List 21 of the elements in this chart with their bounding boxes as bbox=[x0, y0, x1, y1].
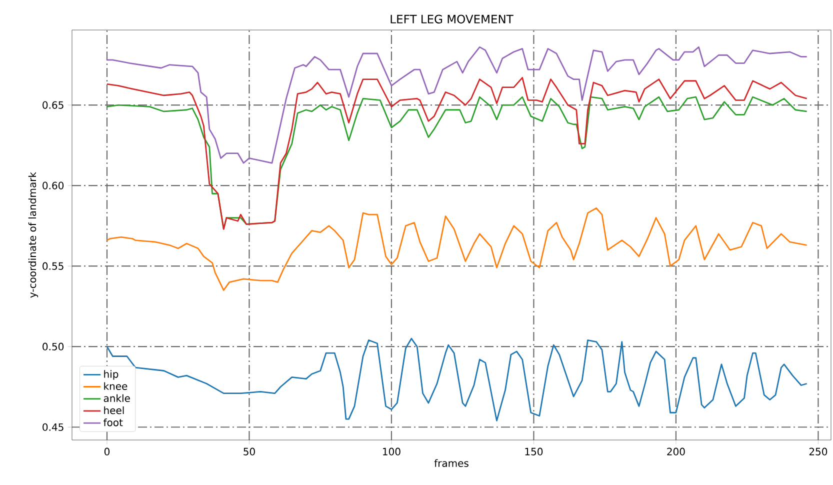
x-tick-label: 0 bbox=[104, 448, 110, 456]
legend-label: hip bbox=[104, 370, 118, 380]
x-tick-label: 200 bbox=[667, 448, 685, 456]
x-tick-label: 150 bbox=[525, 448, 543, 456]
legend-label: knee bbox=[104, 382, 128, 390]
y-tick-label: 0.60 bbox=[42, 182, 64, 190]
line-series bbox=[106, 46, 808, 164]
x-tick-label: 100 bbox=[383, 448, 400, 456]
y-tick-label: 0.65 bbox=[42, 101, 64, 109]
y-tick-label: 0.45 bbox=[42, 423, 64, 431]
legend-label: heel bbox=[104, 406, 124, 414]
x-tick-label: 250 bbox=[809, 448, 828, 456]
y-tick-label: 0.55 bbox=[42, 262, 64, 270]
legend-label: foot bbox=[103, 418, 123, 426]
chart-title: LEFT LEG MOVEMENT bbox=[390, 14, 514, 24]
y-axis-title: y-coordinate of landmark bbox=[28, 172, 38, 298]
line-series bbox=[106, 207, 808, 291]
x-axis-title: frames bbox=[434, 459, 468, 467]
y-tick-label: 0.50 bbox=[42, 342, 64, 350]
legend-label: ankle bbox=[104, 394, 130, 402]
x-tick-label: 50 bbox=[244, 448, 255, 456]
